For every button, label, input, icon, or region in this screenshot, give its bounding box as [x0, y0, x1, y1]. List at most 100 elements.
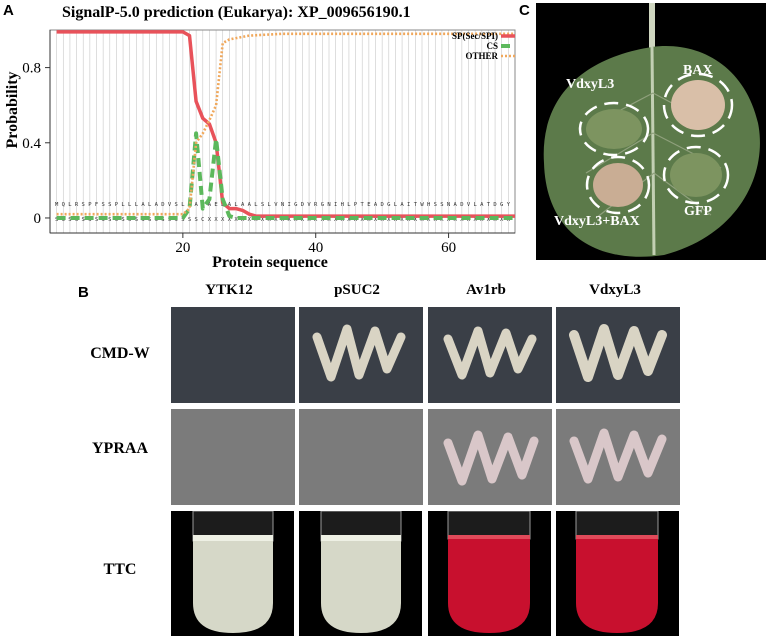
ttc-tube-vdxyl3 — [556, 511, 679, 636]
sequence-residue: A — [374, 202, 378, 208]
plate-cmdw-psuc2 — [299, 307, 423, 403]
sequence-residue: N — [447, 202, 450, 208]
sequence-residue: A — [241, 202, 245, 208]
sequence-label: S — [135, 217, 138, 223]
sequence-residue: I — [407, 202, 410, 208]
tube-illustration — [192, 511, 274, 633]
column-header-vdxyl3: VdxyL3 — [589, 282, 641, 298]
sequence-residue: A — [208, 202, 212, 208]
sequence-residue: S — [82, 202, 85, 208]
sequence-residue: D — [301, 202, 304, 208]
sequence-residue: A — [194, 202, 198, 208]
sequence-residue: I — [334, 202, 337, 208]
tube-illustration — [320, 511, 402, 633]
sequence-residue: D — [380, 202, 383, 208]
sequence-residue: H — [341, 202, 344, 208]
plate-ypraa-ytk12 — [171, 409, 295, 505]
zone-circle-bax — [662, 72, 734, 138]
zone-circle-vdxyl3 — [578, 101, 650, 157]
series-line-other — [56, 32, 515, 216]
ttc-tube-ytk12 — [171, 511, 294, 636]
sequence-label: X — [214, 217, 218, 223]
sequence-residue: A — [141, 202, 145, 208]
sequence-residue: L — [135, 202, 139, 208]
sequence-label: X — [228, 217, 232, 223]
chart-title: SignalP-5.0 prediction (Eukarya): XP_009… — [62, 4, 411, 21]
sequence-residue: L — [234, 202, 238, 208]
zone-gfp — [670, 153, 722, 197]
sequence-label: X — [427, 217, 431, 223]
sequence-label: S — [82, 217, 85, 223]
sequence-residue: L — [473, 202, 477, 208]
panel-letter-a: A — [3, 2, 14, 19]
y-tick-label: 0.8 — [22, 61, 41, 77]
sequence-residue: S — [440, 202, 443, 208]
chart-axes: 20 40 60 0 0.4 0.8 — [22, 30, 515, 256]
leaf-photo: VdxyL3 BAX VdxyL3+BAX GFP — [536, 3, 766, 260]
panel-letter-c: C — [519, 2, 530, 19]
sequence-residue: G — [387, 202, 390, 208]
zone-bax — [671, 80, 725, 130]
sequence-residue: T — [487, 202, 491, 208]
sequence-residue: G — [321, 202, 324, 208]
sequence-label: C — [201, 217, 204, 223]
leaf-label-vdxyl3-bax: VdxyL3+BAX — [554, 214, 640, 229]
sequence-label: X — [374, 217, 378, 223]
legend-label: OTHER — [465, 51, 498, 61]
legend-label: SP(Sec/SPI) — [452, 31, 498, 41]
plate-ypraa-psuc2 — [299, 409, 423, 505]
sequence-residue: L — [268, 202, 272, 208]
sequence-label: X — [261, 217, 265, 223]
chart-series — [56, 30, 515, 220]
sequence-residue: V — [274, 202, 278, 208]
sequence-residue: P — [354, 202, 358, 208]
zone-vdxyl3-bax — [593, 163, 643, 207]
sequence-residue: S — [175, 202, 178, 208]
column-header-ytk12: YTK12 — [205, 282, 253, 298]
ttc-tube-av1rb — [428, 511, 551, 636]
sequence-residue: P — [115, 202, 119, 208]
sequence-label: S — [188, 217, 191, 223]
sequence-residue: E — [367, 202, 370, 208]
row-header-ttc: TTC — [103, 561, 137, 578]
y-axis-label: Probability — [4, 71, 21, 148]
sequence-label: X — [287, 217, 291, 223]
sequence-residue: L — [347, 202, 351, 208]
signalp-chart: SignalP-5.0 prediction (Eukarya): XP_009… — [4, 4, 516, 271]
leaf-label-bax: BAX — [683, 63, 713, 78]
chart-gridlines — [56, 30, 509, 233]
x-tick-label: 20 — [175, 240, 190, 256]
sequence-residue: T — [361, 202, 365, 208]
sequence-label: X — [400, 217, 404, 223]
sequence-residue: L — [121, 202, 125, 208]
yeast-streak — [443, 326, 537, 380]
sequence-label: S — [194, 217, 197, 223]
sequence-label: X — [387, 217, 391, 223]
sequence-residue: S — [434, 202, 437, 208]
sequence-residue: N — [327, 202, 330, 208]
sequence-residue: L — [68, 202, 72, 208]
sequence-residue: A — [248, 202, 252, 208]
series-line-cs — [56, 131, 515, 220]
sequence-label: X — [500, 217, 504, 223]
tube-illustration — [575, 511, 659, 633]
sequence-label: X — [221, 217, 225, 223]
x-axis-label: Protein sequence — [212, 254, 328, 271]
leaf-midrib — [650, 46, 656, 256]
sequence-residue: A — [480, 202, 484, 208]
sequence-residue: M — [55, 202, 59, 208]
leaf-label-gfp: GFP — [684, 204, 712, 219]
column-header-av1rb: Av1rb — [466, 282, 506, 298]
row-header-cmd-w: CMD-W — [90, 345, 150, 362]
leaf-illustration: VdxyL3 BAX VdxyL3+BAX GFP — [536, 3, 766, 260]
sequence-residue: L — [254, 202, 258, 208]
sequence-residue: A — [454, 202, 458, 208]
sequence-label: X — [248, 217, 252, 223]
yeast-streak — [569, 428, 667, 484]
x-tick-label: 40 — [308, 240, 323, 256]
yeast-streak — [443, 430, 539, 486]
plate-cmdw-ytk12 — [171, 307, 295, 403]
row-header-ypraa: YPRAA — [92, 440, 148, 457]
yeast-streak — [312, 324, 406, 382]
